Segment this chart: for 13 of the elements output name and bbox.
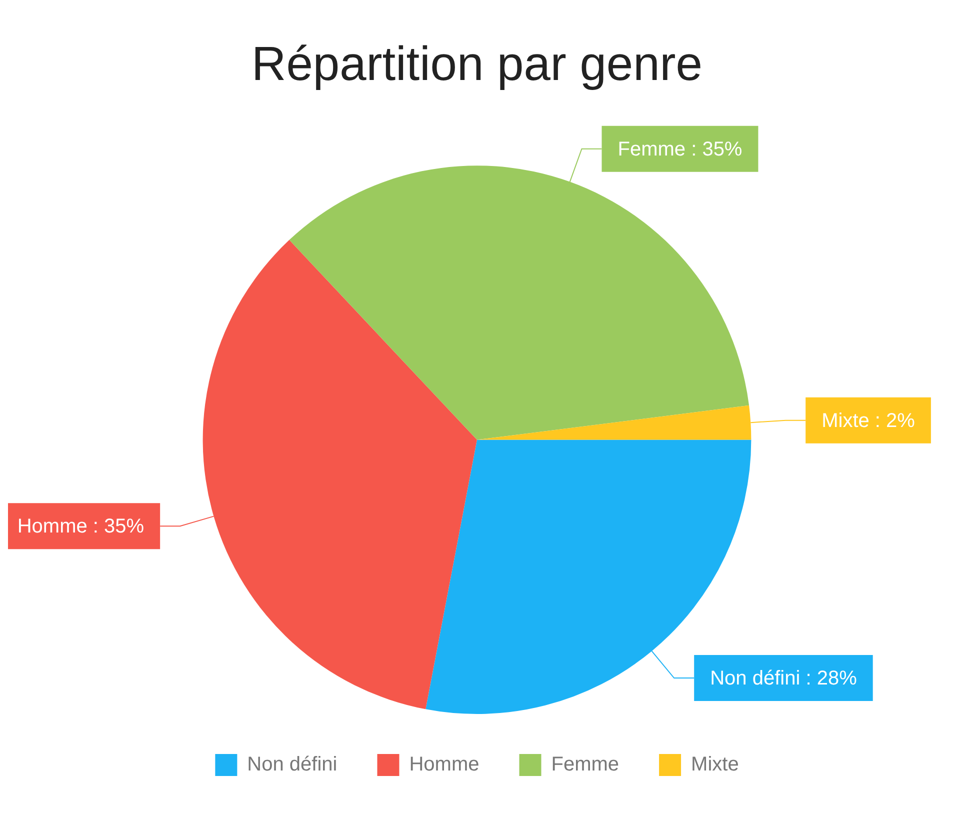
slice-label: Femme	[618, 138, 692, 160]
legend-label: Femme	[551, 754, 620, 776]
chart-title: Répartition par genre	[252, 38, 702, 92]
slice-label: Non défini	[710, 668, 806, 690]
data-label: : 2%	[874, 410, 916, 432]
legend-label: Homme	[409, 754, 480, 776]
data-label: : 35%	[92, 516, 144, 538]
legend-label: Mixte	[691, 754, 739, 776]
data-label: : 35%	[691, 138, 742, 160]
slice-label: Homme	[17, 516, 93, 538]
data-label: : 28%	[806, 668, 858, 690]
legend-label: Non défini	[247, 754, 338, 776]
slice-label: Mixte	[822, 410, 875, 432]
